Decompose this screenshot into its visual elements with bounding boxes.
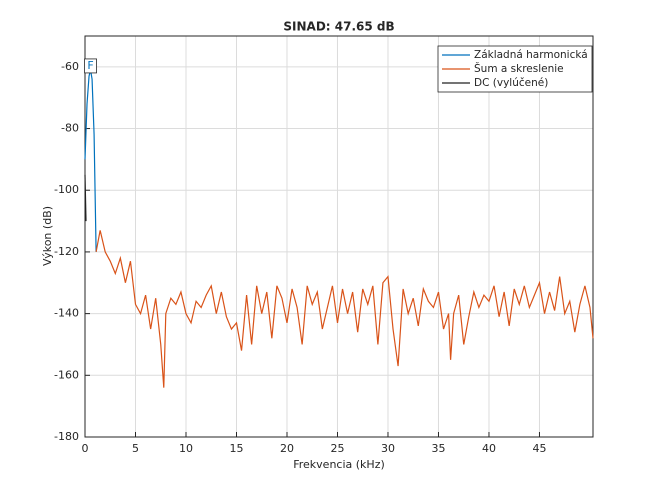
x-tick-label: 40 [482, 442, 496, 455]
legend-label: Základná harmonická [474, 49, 588, 61]
x-tick-label: 20 [280, 442, 294, 455]
legend-label: Šum a skreslenie [474, 62, 564, 75]
y-tick-label: -60 [61, 60, 79, 73]
y-axis-label: Výkon (dB) [41, 206, 54, 266]
x-axis-label: Frekvencia (kHz) [293, 458, 385, 471]
x-tick-label: 5 [132, 442, 139, 455]
y-tick-label: -100 [54, 183, 79, 196]
marker-box [84, 58, 97, 74]
x-tick-label: 30 [381, 442, 395, 455]
y-tick-label: -180 [54, 430, 79, 443]
series-line [95, 230, 594, 388]
x-tick-label: 35 [431, 442, 445, 455]
y-tick-label: -160 [54, 368, 79, 381]
y-tick-label: -140 [54, 307, 79, 320]
x-tick-label: 10 [179, 442, 193, 455]
plot-area [85, 36, 593, 437]
x-tick-label: 25 [330, 442, 344, 455]
y-tick-label: -120 [54, 245, 79, 258]
chart-title: SINAD: 47.65 dB [283, 20, 394, 34]
legend-label: DC (vylúčené) [474, 77, 548, 89]
x-tick-label: 45 [532, 442, 546, 455]
x-tick-label: 0 [82, 442, 89, 455]
y-tick-label: -80 [61, 122, 79, 135]
marker-label: F [87, 59, 93, 72]
series-line [84, 174, 87, 222]
axes-box [84, 35, 594, 438]
x-tick-label: 15 [229, 442, 243, 455]
